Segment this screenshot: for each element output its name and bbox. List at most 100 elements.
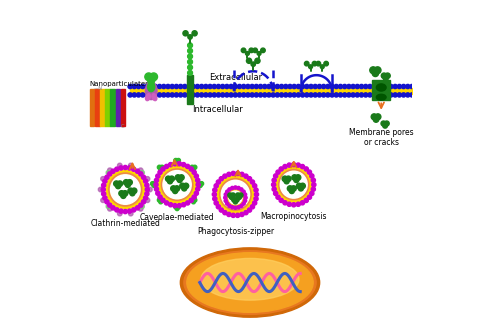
Circle shape (163, 170, 191, 199)
Circle shape (312, 61, 316, 66)
Circle shape (182, 85, 187, 89)
Circle shape (316, 61, 320, 66)
Circle shape (158, 165, 162, 169)
Circle shape (274, 174, 278, 178)
Circle shape (244, 199, 246, 202)
Circle shape (161, 198, 165, 202)
Circle shape (101, 198, 105, 202)
Circle shape (194, 191, 198, 195)
Circle shape (156, 191, 160, 195)
Circle shape (238, 85, 242, 89)
Circle shape (276, 170, 280, 174)
Circle shape (102, 192, 106, 196)
Circle shape (166, 85, 170, 89)
Circle shape (154, 85, 158, 89)
Circle shape (196, 178, 200, 182)
Circle shape (128, 188, 134, 193)
Circle shape (372, 70, 378, 76)
Circle shape (154, 93, 158, 97)
Circle shape (132, 208, 136, 212)
Circle shape (230, 206, 234, 209)
Circle shape (169, 176, 174, 181)
Circle shape (140, 93, 145, 97)
Circle shape (200, 182, 203, 186)
Circle shape (106, 170, 144, 209)
Circle shape (322, 85, 326, 89)
Circle shape (110, 175, 140, 204)
Circle shape (216, 180, 220, 184)
Circle shape (119, 191, 124, 196)
Circle shape (260, 48, 265, 52)
Text: Phagocytosis-zipper: Phagocytosis-zipper (197, 227, 274, 236)
Circle shape (383, 76, 388, 81)
Ellipse shape (376, 94, 386, 100)
Ellipse shape (180, 248, 320, 317)
Circle shape (279, 198, 283, 202)
Circle shape (393, 85, 398, 89)
Circle shape (106, 204, 110, 209)
Circle shape (402, 93, 406, 97)
Circle shape (254, 197, 258, 201)
Circle shape (296, 93, 300, 97)
Circle shape (108, 168, 112, 172)
Circle shape (158, 93, 162, 97)
Circle shape (370, 67, 376, 74)
Circle shape (284, 93, 288, 97)
Circle shape (267, 93, 271, 97)
Circle shape (282, 176, 288, 181)
Circle shape (119, 166, 123, 170)
Circle shape (276, 85, 280, 89)
Circle shape (292, 203, 296, 207)
Circle shape (192, 195, 196, 199)
Circle shape (216, 85, 220, 89)
Circle shape (136, 169, 140, 173)
Circle shape (158, 85, 162, 89)
Circle shape (111, 169, 115, 173)
Circle shape (166, 93, 170, 97)
Circle shape (149, 93, 154, 97)
Circle shape (145, 188, 150, 192)
Circle shape (208, 85, 212, 89)
Bar (95, 89, 100, 126)
Circle shape (98, 187, 103, 192)
Circle shape (276, 93, 280, 97)
Circle shape (188, 59, 192, 64)
Circle shape (244, 193, 246, 196)
Circle shape (214, 184, 218, 188)
Circle shape (384, 121, 389, 126)
Circle shape (124, 179, 129, 185)
Circle shape (123, 210, 128, 214)
Circle shape (304, 167, 308, 171)
Circle shape (108, 207, 112, 211)
Circle shape (360, 85, 364, 89)
Circle shape (130, 191, 135, 196)
Circle shape (193, 198, 197, 202)
Circle shape (105, 200, 109, 204)
Circle shape (267, 85, 271, 89)
Circle shape (236, 193, 240, 197)
Circle shape (383, 123, 388, 128)
Circle shape (296, 183, 302, 189)
Circle shape (300, 85, 304, 89)
Circle shape (189, 198, 194, 202)
Circle shape (182, 186, 187, 191)
Circle shape (219, 177, 224, 181)
Ellipse shape (187, 253, 313, 312)
Circle shape (154, 183, 158, 187)
Circle shape (262, 93, 267, 97)
Circle shape (229, 93, 233, 97)
Circle shape (249, 48, 254, 52)
Circle shape (326, 93, 330, 97)
Circle shape (280, 93, 283, 97)
Circle shape (230, 186, 234, 190)
Circle shape (410, 85, 414, 89)
Circle shape (402, 85, 406, 89)
Circle shape (262, 85, 267, 89)
Circle shape (254, 192, 258, 196)
Circle shape (254, 93, 258, 97)
Circle shape (164, 201, 168, 205)
Circle shape (212, 197, 217, 201)
Circle shape (132, 93, 136, 97)
Circle shape (122, 191, 128, 196)
Circle shape (224, 196, 227, 199)
